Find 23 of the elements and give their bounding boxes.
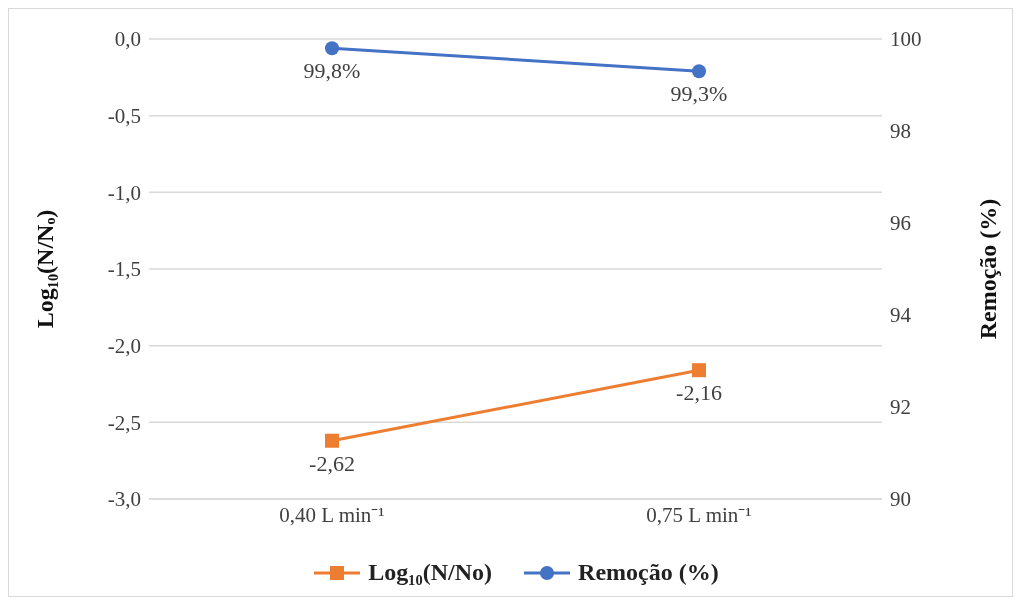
x-tick-label: 0,75 L min⁻¹ bbox=[646, 502, 752, 527]
y2-tick-label: 98 bbox=[890, 119, 911, 144]
y-tick-label: 0,0 bbox=[114, 27, 141, 52]
y2-tick-label: 100 bbox=[890, 27, 922, 52]
data-label: 99,8% bbox=[303, 58, 361, 84]
y-tick-label: -2,5 bbox=[107, 410, 141, 435]
y-tick-label: -1,5 bbox=[107, 257, 141, 282]
y2-tick-label: 94 bbox=[890, 303, 912, 328]
y-axis-title: Log₁₀(N/Nₒ) bbox=[31, 209, 58, 329]
x-tick-label: 0,40 L min⁻¹ bbox=[279, 502, 385, 527]
y2-tick-label: 90 bbox=[890, 487, 911, 512]
legend-label: Remoção (%) bbox=[578, 559, 719, 586]
data-label: 99,3% bbox=[670, 81, 728, 107]
y2-axis-title: Remoção (%) bbox=[974, 198, 1001, 340]
data-label: -2,16 bbox=[676, 380, 722, 406]
data-label: -2,62 bbox=[309, 450, 355, 476]
y2-tick-label: 92 bbox=[890, 395, 911, 420]
y-tick-label: -3,0 bbox=[107, 487, 141, 512]
y-tick-label: -0,5 bbox=[107, 104, 141, 129]
y-tick-label: -1,0 bbox=[107, 180, 141, 205]
y-tick-label: -2,0 bbox=[107, 334, 141, 359]
y2-tick-label: 96 bbox=[890, 211, 911, 236]
legend-label: Log₁₀(N/No) bbox=[368, 559, 493, 586]
